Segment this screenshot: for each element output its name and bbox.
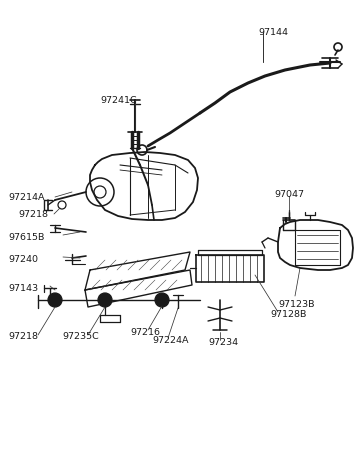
Circle shape <box>155 293 169 307</box>
Text: 97216: 97216 <box>130 328 160 337</box>
Text: 97218: 97218 <box>8 332 38 341</box>
Text: 97234: 97234 <box>208 338 238 347</box>
Circle shape <box>48 293 62 307</box>
Text: 97123B: 97123B <box>278 300 314 309</box>
Text: 97615B: 97615B <box>8 233 45 242</box>
Text: 97214A: 97214A <box>8 193 45 202</box>
Circle shape <box>98 293 112 307</box>
Text: 97235C: 97235C <box>62 332 99 341</box>
Text: 97240: 97240 <box>8 255 38 264</box>
Text: 97218: 97218 <box>18 210 48 219</box>
Text: 97241C: 97241C <box>100 96 137 105</box>
Text: 97144: 97144 <box>258 28 288 37</box>
Text: 97047: 97047 <box>274 190 304 199</box>
Text: 97143: 97143 <box>8 284 38 293</box>
Text: 97224A: 97224A <box>152 336 188 345</box>
Text: 97128B: 97128B <box>270 310 306 319</box>
